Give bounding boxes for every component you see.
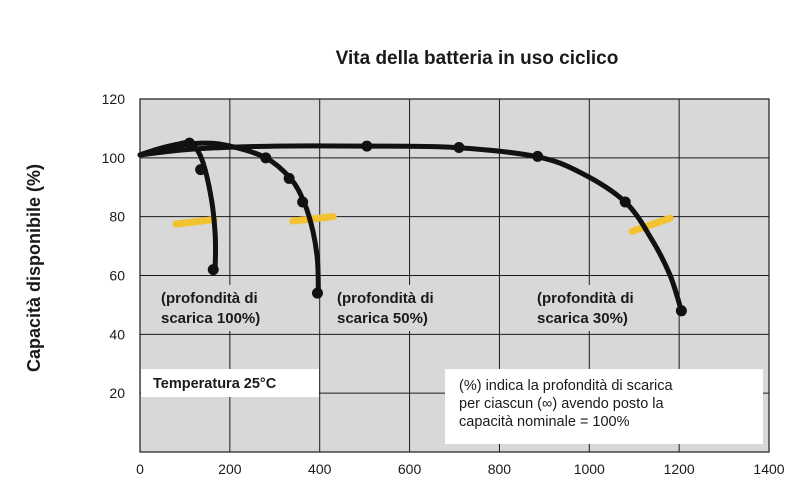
series-2-point-1 xyxy=(453,142,465,154)
plot-frame xyxy=(139,98,770,453)
y-tick-label-120: 120 xyxy=(102,91,126,107)
annotation-100-line1: (profondità di xyxy=(161,290,258,307)
annotation-30-line1: (profondità di xyxy=(537,290,634,307)
y-axis-label: Capacità disponibile (%) xyxy=(24,164,44,372)
x-tick-label-400: 400 xyxy=(308,461,332,477)
series-2-point-3 xyxy=(619,196,631,208)
y-tick-label-100: 100 xyxy=(102,150,126,166)
note-line-3: capacità nominale = 100% xyxy=(459,414,630,430)
series-1-point-2 xyxy=(297,196,309,208)
y-tick-label-40: 40 xyxy=(109,326,125,342)
x-tick-labels: 0 200 400 600 800 1000 1200 1400 xyxy=(136,461,785,477)
annotation-box-100 xyxy=(151,285,301,331)
series-0-point-1 xyxy=(195,164,207,176)
x-tick-label-1400: 1400 xyxy=(753,461,784,477)
series-curve-2 xyxy=(137,143,684,314)
temperature-box xyxy=(141,369,319,397)
series-1-point-1 xyxy=(283,172,295,184)
series-1-point-0 xyxy=(260,152,272,164)
annotation-box-30 xyxy=(533,285,671,331)
series-2-point-0 xyxy=(361,140,373,152)
y-tick-label-60: 60 xyxy=(109,268,125,284)
note-line-1: (%) indica la profondità di scarica xyxy=(459,378,674,394)
y-tick-labels: 20 40 60 80 100 120 xyxy=(102,91,126,401)
data-markers xyxy=(183,137,687,317)
threshold-mark-0 xyxy=(172,216,218,228)
y-tick-label-80: 80 xyxy=(109,209,125,225)
series-0-point-0 xyxy=(183,137,195,149)
x-tick-label-1000: 1000 xyxy=(574,461,605,477)
annotation-100-line2: scarica 100%) xyxy=(161,310,260,327)
series-2-point-2 xyxy=(532,150,544,162)
annotation-box-50 xyxy=(333,285,468,331)
x-tick-label-0: 0 xyxy=(136,461,144,477)
annotation-30-line2: scarica 30%) xyxy=(537,310,628,327)
x-tick-label-1200: 1200 xyxy=(664,461,695,477)
x-tick-label-200: 200 xyxy=(218,461,242,477)
annotation-50-line1: (profondità di xyxy=(337,290,434,307)
threshold-mark-1 xyxy=(289,213,337,225)
note-box xyxy=(445,369,763,444)
series-1-point-3 xyxy=(311,287,323,299)
series-2-point-4 xyxy=(675,305,687,317)
temperature-label: Temperatura 25°C xyxy=(153,376,277,392)
y-tick-label-20: 20 xyxy=(109,385,125,401)
chart-title: Vita della batteria in uso ciclico xyxy=(336,48,619,69)
x-tick-label-600: 600 xyxy=(398,461,422,477)
annotation-50-line2: scarica 50%) xyxy=(337,310,428,327)
series-0-point-2 xyxy=(207,264,219,276)
x-tick-label-800: 800 xyxy=(488,461,512,477)
threshold-marks xyxy=(172,213,674,235)
note-line-2: per ciascun (∞) avendo posto la xyxy=(459,396,665,412)
threshold-mark-2 xyxy=(628,214,674,235)
